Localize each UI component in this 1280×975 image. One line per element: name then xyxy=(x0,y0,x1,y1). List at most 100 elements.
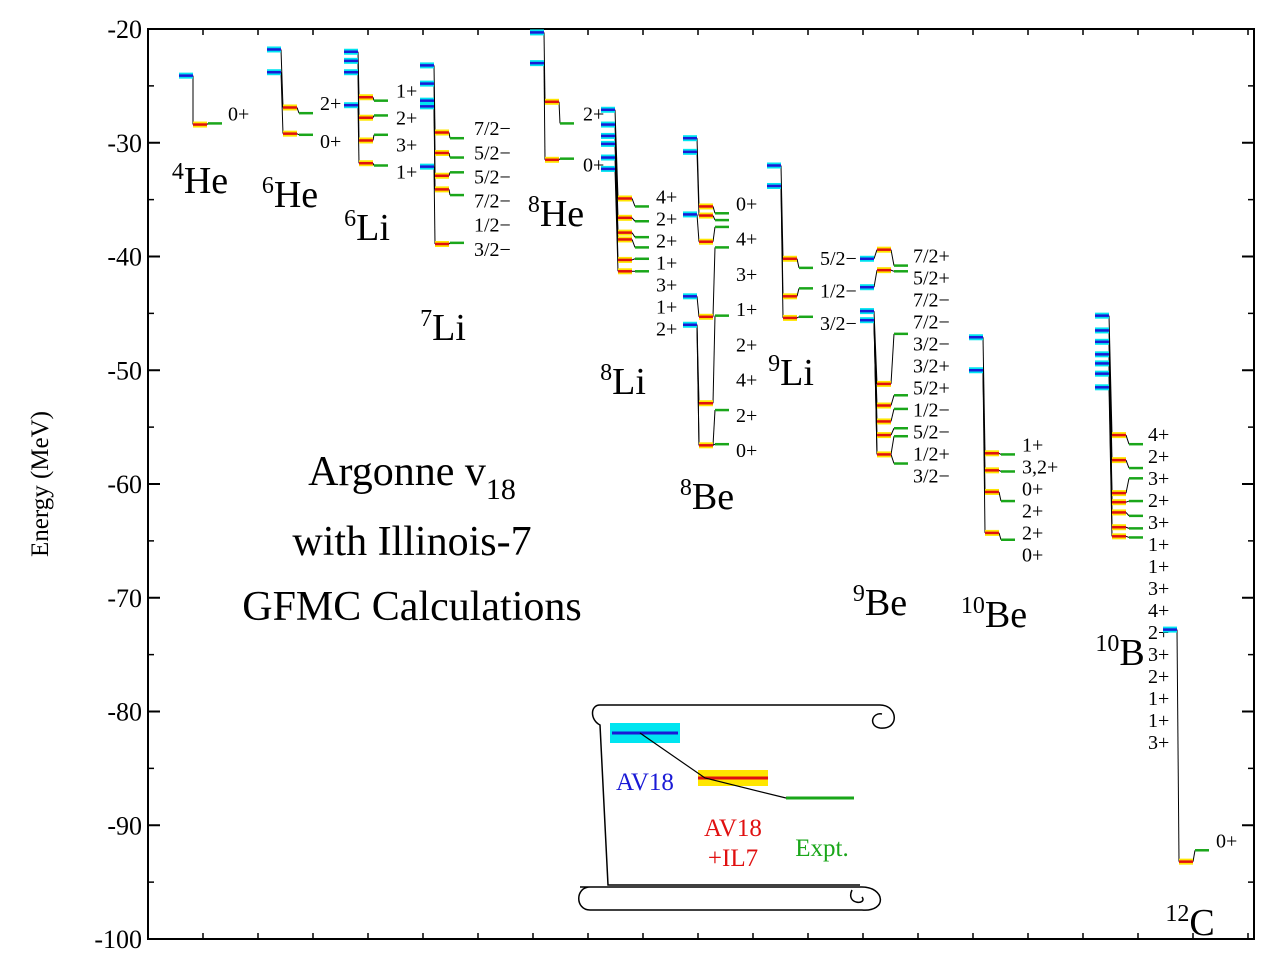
connector-line xyxy=(696,151,700,216)
connector-line xyxy=(1192,850,1196,862)
connector-line xyxy=(890,395,895,406)
connector-line xyxy=(372,163,375,166)
annotation-line-2: with Illinois-7 xyxy=(292,519,531,565)
state-label: 4+ xyxy=(1148,600,1169,622)
connector-line xyxy=(712,247,716,317)
mass-number: 10 xyxy=(961,593,985,619)
element-symbol: C xyxy=(1189,902,1214,944)
y-axis: -20 -30 -40 -50 -60 -70 -80 -90 -100 xyxy=(94,15,1254,954)
nucleus-label: 8Li xyxy=(600,360,646,403)
element-symbol: Li xyxy=(780,352,814,394)
connector-line xyxy=(448,242,451,245)
state-label: 0+ xyxy=(1022,544,1043,566)
connector-line xyxy=(873,249,878,259)
y-tick-label: -100 xyxy=(94,925,142,954)
state-label: 4+ xyxy=(1148,424,1169,446)
nucleus-label: 8He xyxy=(528,192,584,235)
state-label: 2+ xyxy=(583,103,604,125)
y-tick-label: -70 xyxy=(107,584,142,613)
state-label: 3+ xyxy=(396,135,417,157)
mass-number: 9 xyxy=(853,581,865,607)
state-label: 2+ xyxy=(736,405,757,427)
connector-line xyxy=(696,324,700,446)
state-label: 2+ xyxy=(656,230,677,252)
mass-number: 6 xyxy=(344,206,356,232)
connector-line xyxy=(873,320,878,455)
state-label: 0+ xyxy=(736,440,757,462)
state-label: 3,2+ xyxy=(1022,456,1058,478)
nucleus-12c-levels: 0+ xyxy=(1163,626,1237,865)
element-symbol: He xyxy=(184,160,228,202)
connector-line xyxy=(448,152,451,158)
connector-line xyxy=(1125,478,1130,494)
nucleus-label: 12C xyxy=(1165,901,1214,944)
connector-line xyxy=(1125,535,1130,538)
state-label: 0+ xyxy=(736,193,757,215)
state-label: 1+ xyxy=(1148,556,1169,578)
connector-line xyxy=(796,258,800,268)
nucleus-9li-levels: 5/2− 1/2− 3/2− xyxy=(767,162,857,335)
y-tick-label: -50 xyxy=(107,356,142,385)
legend-il7-label-1: AV18 xyxy=(704,815,762,842)
annotation-line-1: Argonne v18 xyxy=(308,449,516,506)
state-label: 7/2− xyxy=(913,312,950,334)
nucleus-4he-levels: 0+ xyxy=(179,72,249,128)
y-tick-label: -60 xyxy=(107,470,142,499)
connector-line xyxy=(558,101,561,124)
legend-connector xyxy=(639,732,787,799)
state-label: 5/2− xyxy=(474,166,511,188)
state-label: 7/2− xyxy=(913,290,950,312)
state-label: 0+ xyxy=(1216,830,1237,852)
state-label: 3/2− xyxy=(474,239,511,261)
y-tick-label: -80 xyxy=(107,698,142,727)
connector-line xyxy=(712,226,716,242)
scroll-outline xyxy=(578,704,895,911)
state-label: 3+ xyxy=(1148,468,1169,490)
connector-line xyxy=(712,410,716,446)
y-tick-label: -40 xyxy=(107,243,142,272)
connector-line xyxy=(631,258,636,261)
nucleus-8be-levels: 0+ 4+ 3+ 1+ 2+ 4+ 2+ 0+ xyxy=(683,135,757,462)
connector-line xyxy=(873,270,878,288)
connector-line xyxy=(372,115,375,118)
state-label: 3/2+ xyxy=(913,356,950,378)
energy-levels: 0+ 2+0+1+2+3+1+7/2−5/2−5/2−7/2−1/2−3/2−2+… xyxy=(179,29,1237,865)
state-label: 0+ xyxy=(320,131,341,153)
state-label: 1/2− xyxy=(820,280,857,302)
state-label: 5/2− xyxy=(913,422,950,444)
state-label: 1+ xyxy=(1022,434,1043,456)
nucleus-label: 9Li xyxy=(768,351,814,394)
connector-line xyxy=(890,249,895,266)
connector-line xyxy=(433,106,436,190)
mass-number: 8 xyxy=(600,360,612,386)
nucleus-8he-levels: 2+ 0+ xyxy=(530,29,604,177)
state-label: 3/2− xyxy=(913,466,950,488)
connector-line xyxy=(780,185,784,318)
state-label: 3/2− xyxy=(820,313,857,335)
connector-line xyxy=(982,370,986,533)
state-label: 1+ xyxy=(1148,534,1169,556)
nucleus-label: 10Be xyxy=(961,593,1027,636)
nucleus-8li-levels: 4+2+2+1+3+1+2+ xyxy=(601,106,677,340)
connector-line xyxy=(1125,526,1130,529)
connector-line xyxy=(558,158,561,161)
connector-line xyxy=(796,316,800,319)
mass-number: 6 xyxy=(262,173,274,199)
nucleus-10be-levels: 1+3,2+0+2+2+0+ xyxy=(969,334,1058,566)
state-label: 1/2− xyxy=(913,400,950,422)
state-label: 3+ xyxy=(1148,644,1169,666)
state-label: 5/2− xyxy=(820,248,857,270)
state-label: 0+ xyxy=(228,103,249,125)
nucleus-10b-levels: 4+2+3+2+3+1+1+3+4+2+3+2+1+1+3+ xyxy=(1095,312,1169,754)
connector-line xyxy=(890,454,895,464)
nucleus-label: 6Li xyxy=(344,206,390,249)
mass-number: 9 xyxy=(768,351,780,377)
state-label: 2+ xyxy=(1148,622,1169,644)
state-label: 1+ xyxy=(656,296,677,318)
legend-expt-label: Expt. xyxy=(795,835,848,862)
connector-line xyxy=(1108,387,1113,537)
connector-line xyxy=(631,232,636,238)
state-label: 3+ xyxy=(1148,512,1169,534)
connector-line xyxy=(998,491,1002,502)
